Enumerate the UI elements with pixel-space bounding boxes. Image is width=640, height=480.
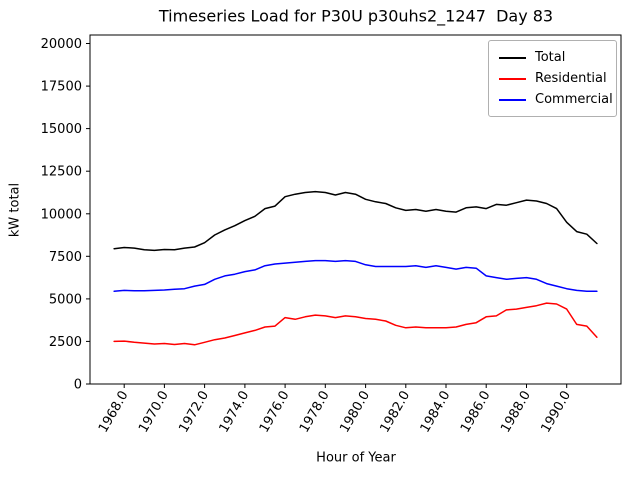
legend-line-swatch-total (499, 56, 526, 59)
legend-line-swatch-residential (499, 77, 526, 80)
svg-text:1982.0: 1982.0 (378, 389, 414, 436)
svg-text:1978.0: 1978.0 (297, 389, 333, 436)
legend-entry-commercial: Commercial (499, 89, 613, 110)
legend-entry-total: Total (499, 47, 606, 68)
svg-text:2500: 2500 (49, 335, 82, 350)
svg-text:1980.0: 1980.0 (337, 389, 373, 436)
svg-text:1974.0: 1974.0 (217, 389, 253, 436)
svg-text:1968.0: 1968.0 (96, 389, 132, 436)
svg-text:1984.0: 1984.0 (418, 389, 454, 436)
svg-text:1986.0: 1986.0 (458, 389, 494, 436)
legend-line-swatch-commercial (499, 98, 526, 101)
x-axis-label: Hour of Year (316, 450, 396, 466)
svg-text:10000: 10000 (41, 207, 82, 222)
svg-text:1976.0: 1976.0 (257, 389, 293, 436)
svg-text:7500: 7500 (49, 250, 82, 265)
chart-title: Timeseries Load for P30U p30uhs2_1247 Da… (158, 6, 554, 26)
legend: Total Residential Commercial (488, 40, 617, 117)
legend-label-commercial: Commercial (535, 92, 613, 107)
legend-entry-residential: Residential (499, 68, 607, 89)
svg-text:17500: 17500 (41, 80, 82, 95)
svg-text:1990.0: 1990.0 (538, 389, 574, 436)
svg-text:1988.0: 1988.0 (498, 389, 534, 436)
svg-text:1970.0: 1970.0 (136, 389, 172, 436)
svg-text:15000: 15000 (41, 122, 82, 137)
svg-text:20000: 20000 (41, 37, 82, 52)
svg-text:12500: 12500 (41, 165, 82, 180)
svg-text:0: 0 (74, 378, 82, 393)
svg-text:5000: 5000 (49, 292, 82, 307)
legend-label-total: Total (535, 50, 566, 65)
legend-label-residential: Residential (535, 71, 607, 86)
svg-text:1972.0: 1972.0 (176, 389, 212, 436)
